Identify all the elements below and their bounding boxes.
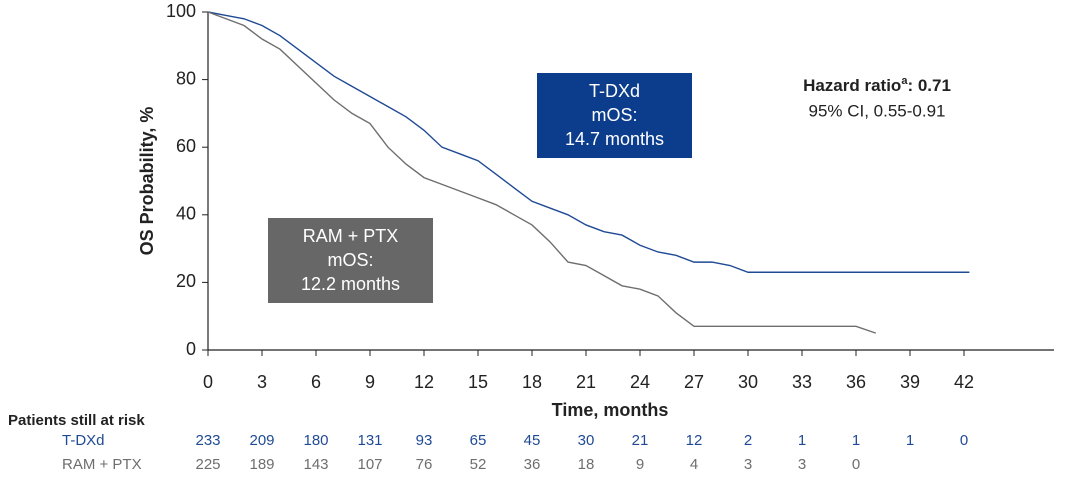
hazard-ci: 95% CI, 0.55-0.91 — [808, 101, 945, 120]
x-tick-label: 36 — [846, 372, 866, 392]
risk-count: 12 — [686, 432, 703, 449]
x-tick-label: 18 — [522, 372, 542, 392]
legend-text: 12.2 months — [301, 274, 400, 294]
legend-text: mOS: — [591, 105, 637, 125]
y-axis-label: OS Probability, % — [137, 107, 157, 256]
risk-count: 52 — [470, 456, 487, 473]
risk-count: 4 — [690, 456, 698, 473]
y-tick-label: 100 — [166, 1, 196, 21]
x-tick-label: 42 — [954, 372, 974, 392]
x-axis-label: Time, months — [552, 400, 669, 420]
risk-count: 131 — [357, 432, 382, 449]
legend-text: mOS: — [327, 250, 373, 270]
x-tick-label: 39 — [900, 372, 920, 392]
x-tick-label: 30 — [738, 372, 758, 392]
risk-count: 209 — [249, 432, 274, 449]
risk-count: 1 — [906, 432, 914, 449]
x-tick-label: 6 — [311, 372, 321, 392]
risk-count: 3 — [744, 456, 752, 473]
risk-count: 0 — [960, 432, 968, 449]
risk-row-label: T-DXd — [62, 432, 105, 449]
risk-count: 225 — [195, 456, 220, 473]
risk-count: 45 — [524, 432, 541, 449]
legend-box — [537, 73, 692, 158]
risk-count: 143 — [303, 456, 328, 473]
risk-count: 65 — [470, 432, 487, 449]
x-tick-label: 12 — [414, 372, 434, 392]
risk-count: 76 — [416, 456, 433, 473]
hazard-ratio: Hazard ratioa: 0.71 — [803, 75, 951, 96]
risk-count: 189 — [249, 456, 274, 473]
risk-count: 1 — [852, 432, 860, 449]
x-tick-label: 3 — [257, 372, 267, 392]
legend-text: T-DXd — [589, 81, 640, 101]
hazard-label: Hazard ratio — [803, 76, 901, 95]
risk-count: 2 — [744, 432, 752, 449]
risk-count: 36 — [524, 456, 541, 473]
legend-text: 14.7 months — [565, 129, 664, 149]
y-tick-label: 60 — [176, 136, 196, 156]
risk-count: 3 — [798, 456, 806, 473]
risk-count: 180 — [303, 432, 328, 449]
risk-count: 9 — [636, 456, 644, 473]
x-tick-label: 33 — [792, 372, 812, 392]
risk-title: Patients still at risk — [8, 412, 145, 429]
risk-count: 0 — [852, 456, 860, 473]
x-tick-label: 9 — [365, 372, 375, 392]
hazard-value: : 0.71 — [907, 76, 950, 95]
x-tick-label: 21 — [576, 372, 596, 392]
x-tick-label: 24 — [630, 372, 650, 392]
x-tick-label: 15 — [468, 372, 488, 392]
y-tick-label: 20 — [176, 271, 196, 291]
legend-text: RAM + PTX — [303, 226, 399, 246]
y-tick-label: 80 — [176, 68, 196, 88]
survival-curve — [207, 11, 877, 334]
risk-row-label: RAM + PTX — [62, 456, 142, 473]
risk-count: 21 — [632, 432, 649, 449]
risk-count: 107 — [357, 456, 382, 473]
risk-count: 30 — [578, 432, 595, 449]
x-tick-label: 27 — [684, 372, 704, 392]
y-tick-label: 0 — [186, 339, 196, 359]
hazard-superscript: a — [901, 75, 908, 87]
risk-count: 233 — [195, 432, 220, 449]
risk-count: 1 — [798, 432, 806, 449]
x-tick-label: 0 — [203, 372, 213, 392]
risk-count: 18 — [578, 456, 595, 473]
survival-curve — [207, 11, 970, 273]
risk-count: 93 — [416, 432, 433, 449]
y-tick-label: 40 — [176, 204, 196, 224]
legend-box — [268, 218, 433, 303]
